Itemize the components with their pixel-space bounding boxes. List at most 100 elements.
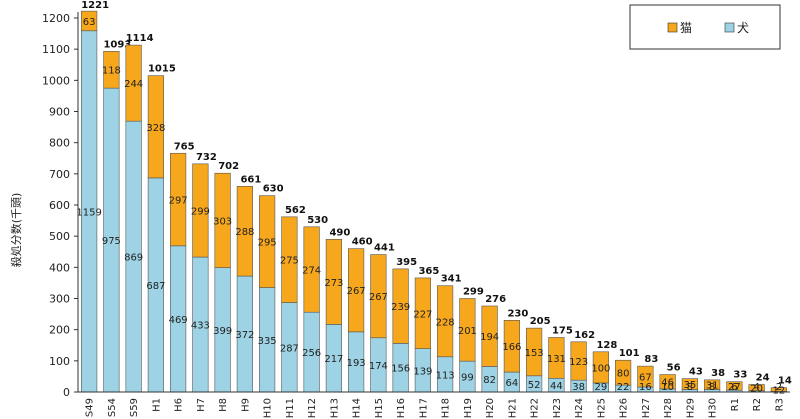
data-label-dog: 193 (347, 358, 366, 369)
x-tick-label: H26 (619, 398, 630, 418)
y-tick-label: 900 (49, 106, 70, 119)
legend-swatch-dog (724, 22, 735, 33)
bar-cat (414, 277, 431, 349)
data-label-cat: 299 (191, 206, 210, 217)
data-label-cat: 274 (302, 266, 321, 277)
data-label-cat: 239 (391, 302, 410, 313)
data-label-cat: 166 (502, 342, 521, 353)
total-label: 530 (307, 215, 328, 226)
data-label-cat: 63 (83, 17, 96, 28)
total-label: 661 (240, 174, 261, 185)
bars: 1159631221975118109386924411146873281015… (76, 0, 791, 397)
data-label-cat: 12 (773, 386, 786, 397)
data-label-cat: 227 (413, 309, 432, 320)
x-tick-label: H11 (285, 398, 296, 418)
legend-label-cat: 猫 (680, 21, 692, 35)
bar-cat (325, 238, 342, 325)
bar-cat (125, 44, 142, 122)
total-label: 230 (507, 308, 528, 319)
total-label: 205 (530, 316, 551, 327)
data-label-cat: 244 (124, 79, 143, 90)
total-label: 441 (374, 243, 395, 254)
data-label-cat: 153 (525, 348, 544, 359)
y-tick-label: 600 (49, 199, 70, 212)
bar-cat (681, 378, 698, 390)
total-label: 341 (441, 274, 462, 285)
data-label-dog: 174 (369, 361, 388, 372)
bar-cat (281, 216, 298, 303)
total-label: 1221 (81, 0, 109, 11)
bar-cat (236, 186, 253, 277)
data-label-dog: 8 (709, 382, 715, 393)
bar-cat (726, 381, 743, 391)
bar-cat (704, 379, 721, 390)
total-label: 765 (174, 141, 195, 152)
x-tick-label: H19 (463, 398, 474, 418)
data-label-cat: 267 (347, 286, 366, 297)
data-label-cat: 31 (706, 381, 719, 392)
data-label-dog: 44 (550, 381, 563, 392)
x-tick-label: H6 (174, 398, 185, 412)
y-tick-label: 100 (49, 355, 70, 368)
total-label: 365 (418, 266, 439, 277)
data-label-cat: 275 (280, 256, 299, 267)
data-label-cat: 118 (102, 66, 121, 77)
y-tick-label: 200 (49, 324, 70, 337)
data-label-dog: 52 (528, 380, 541, 391)
data-label-dog: 256 (302, 348, 321, 359)
x-tick-label: H27 (641, 398, 652, 418)
x-tick-label: H16 (396, 398, 407, 418)
total-label: 395 (396, 257, 417, 268)
bar-cat (615, 359, 632, 386)
bar-cat (192, 163, 209, 258)
y-tick-label: 0 (63, 386, 70, 399)
y-tick-label: 800 (49, 137, 70, 150)
bar-cat (548, 337, 565, 379)
x-tick-label: S54 (107, 398, 118, 417)
data-label-cat: 27 (728, 382, 741, 393)
x-tick-label: H17 (418, 398, 429, 418)
y-tick-label: 1100 (42, 43, 70, 56)
x-tick-label: H7 (196, 398, 207, 412)
bar-cat (770, 387, 787, 392)
x-tick-label: H9 (240, 398, 251, 412)
total-label: 299 (463, 287, 484, 298)
bar-cat (748, 384, 765, 392)
total-label: 56 (667, 363, 681, 374)
x-tick-label: H15 (374, 398, 385, 418)
bar-cat (370, 254, 387, 339)
total-label: 128 (596, 340, 617, 351)
total-label: 38 (711, 368, 725, 379)
total-label: 175 (552, 325, 573, 336)
data-label-dog: 2 (776, 382, 782, 393)
x-tick-label: H28 (663, 398, 674, 418)
y-axis: 0 100 200 300 400 500 600 700 800 900 1000 1100 1200 (42, 12, 79, 399)
x-tick-label: S59 (129, 398, 140, 417)
data-label-cat: 67 (639, 373, 652, 384)
data-label-dog: 975 (102, 236, 121, 247)
data-label-cat: 273 (324, 278, 343, 289)
x-tick-label: R1 (730, 398, 741, 411)
data-label-dog: 399 (213, 326, 232, 337)
total-label: 732 (196, 152, 217, 163)
total-label: 702 (218, 161, 239, 172)
data-label-cat: 288 (235, 227, 254, 238)
total-label: 33 (733, 370, 747, 381)
data-label-dog: 16 (639, 382, 652, 393)
bar-cat (481, 305, 498, 367)
data-label-cat: 46 (661, 378, 674, 389)
x-tick-label: H12 (307, 398, 318, 418)
bar-cat (81, 10, 98, 32)
total-label: 1114 (126, 33, 154, 44)
x-tick-label: R3 (774, 398, 785, 411)
bar-cat (214, 172, 231, 268)
data-label-dog: 82 (483, 375, 496, 386)
x-tick-label: H23 (552, 398, 563, 418)
bar-cat (437, 285, 454, 358)
data-label-dog: 217 (324, 354, 343, 365)
bar-cat (570, 341, 587, 381)
data-label-cat: 295 (258, 238, 277, 249)
y-tick-label: 500 (49, 230, 70, 243)
data-label-dog: 29 (595, 382, 608, 393)
